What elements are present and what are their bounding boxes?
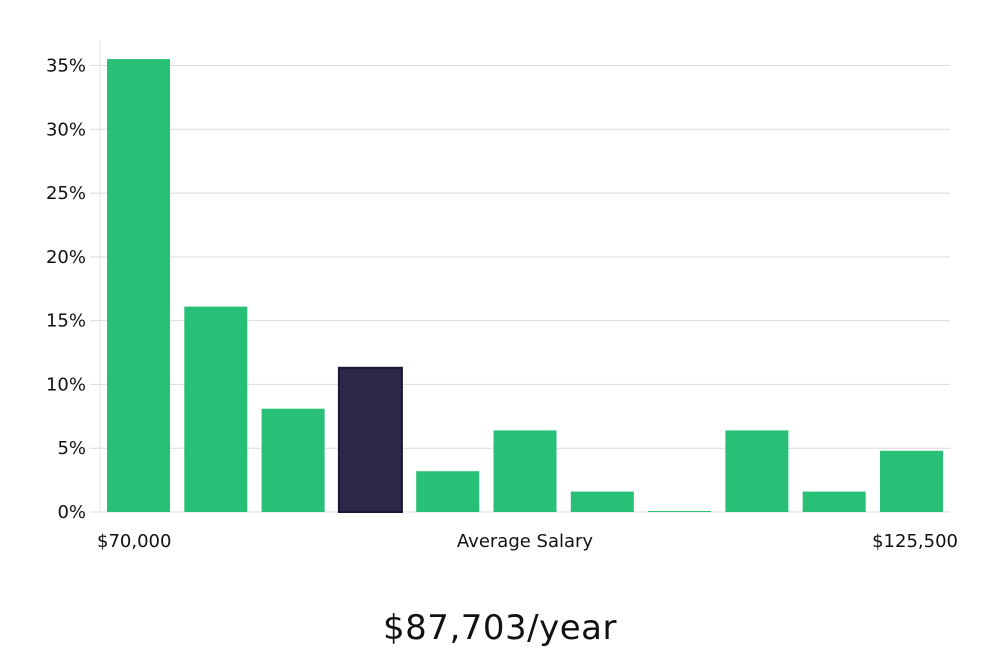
- bar: [570, 491, 634, 512]
- bar: [416, 471, 480, 512]
- bar: [725, 430, 789, 512]
- x-axis-min-label: $70,000: [97, 531, 171, 552]
- bar: [648, 511, 712, 512]
- bar: [184, 306, 248, 512]
- bar: [107, 59, 170, 512]
- y-tick-label: 10%: [46, 374, 86, 395]
- average-salary-headline: $87,703/year: [383, 608, 617, 648]
- x-axis-title: Average Salary: [457, 531, 594, 552]
- salary-distribution-chart: 0% 5% 10% 15% 20% 25% 30% 35% $70,000 Average S…: [46, 40, 958, 552]
- y-tick-label: 15%: [46, 311, 86, 332]
- bar: [493, 430, 557, 512]
- x-axis-max-label: $125,500: [872, 531, 958, 552]
- y-axis-ticks: 0% 5% 10% 15% 20% 25% 30% 35%: [46, 56, 86, 523]
- y-tick-label: 30%: [46, 119, 86, 140]
- y-tick-label: 5%: [57, 438, 86, 459]
- y-tick-label: 25%: [46, 183, 86, 204]
- bar-highlighted: [337, 366, 403, 513]
- y-tick-label: 35%: [46, 56, 86, 77]
- bar: [261, 408, 325, 512]
- y-tick-label: 20%: [46, 247, 86, 268]
- bar: [802, 491, 866, 512]
- y-tick-label: 0%: [57, 502, 86, 523]
- bar: [880, 450, 943, 512]
- bars: [107, 59, 943, 513]
